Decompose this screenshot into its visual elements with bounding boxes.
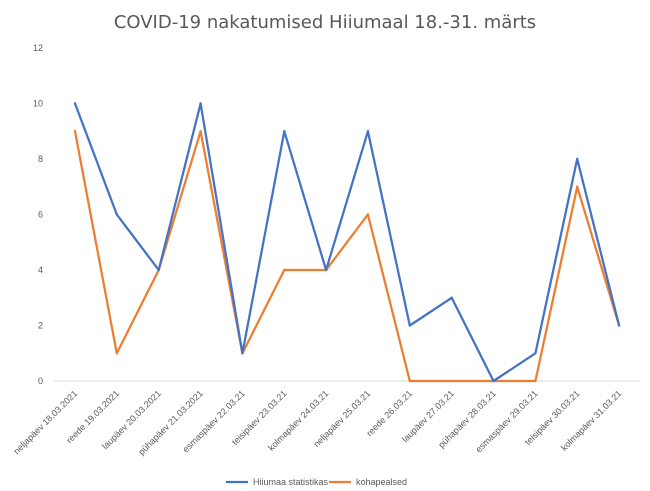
data-point bbox=[408, 324, 411, 327]
data-point bbox=[366, 213, 370, 216]
y-tick-label: 6 bbox=[38, 210, 43, 220]
data-point bbox=[157, 268, 160, 272]
y-tick-label: 0 bbox=[38, 376, 43, 386]
data-point bbox=[534, 352, 537, 355]
data-point bbox=[324, 268, 328, 272]
data-point bbox=[450, 296, 453, 299]
series-line bbox=[73, 130, 621, 383]
y-tick-label: 4 bbox=[38, 265, 43, 275]
data-point bbox=[450, 379, 453, 383]
data-point bbox=[73, 130, 77, 133]
data-point bbox=[73, 102, 77, 105]
series-layer bbox=[73, 102, 621, 383]
data-point bbox=[283, 268, 286, 272]
legend: Hiiumaa statistikas kohapealsed bbox=[226, 477, 407, 487]
data-point bbox=[617, 324, 621, 327]
data-point bbox=[115, 213, 119, 216]
y-tick-label: 10 bbox=[33, 99, 43, 109]
y-axis: 0 2 4 6 8 10 12 bbox=[33, 43, 43, 386]
data-point bbox=[534, 379, 537, 383]
legend-label: kohapealsed bbox=[356, 477, 407, 487]
data-point bbox=[408, 379, 411, 383]
data-point bbox=[283, 130, 286, 133]
data-point bbox=[241, 352, 244, 355]
data-point bbox=[492, 379, 495, 383]
series-1 bbox=[73, 102, 621, 383]
data-point bbox=[576, 185, 579, 188]
y-tick-label: 12 bbox=[33, 43, 43, 53]
data-point bbox=[576, 157, 579, 161]
series-line bbox=[73, 102, 621, 383]
data-point bbox=[115, 352, 119, 355]
data-point bbox=[199, 102, 202, 105]
y-tick-label: 2 bbox=[38, 321, 43, 331]
x-tick-label: neljapäev 18.03.2021 bbox=[11, 388, 79, 456]
chart-title: COVID-19 nakatumised Hiiumaal 18.-31. mä… bbox=[114, 12, 536, 33]
data-point bbox=[366, 130, 370, 133]
data-point bbox=[199, 130, 202, 133]
legend-label: Hiiumaa statistikas bbox=[253, 477, 329, 487]
y-tick-label: 8 bbox=[38, 154, 43, 164]
